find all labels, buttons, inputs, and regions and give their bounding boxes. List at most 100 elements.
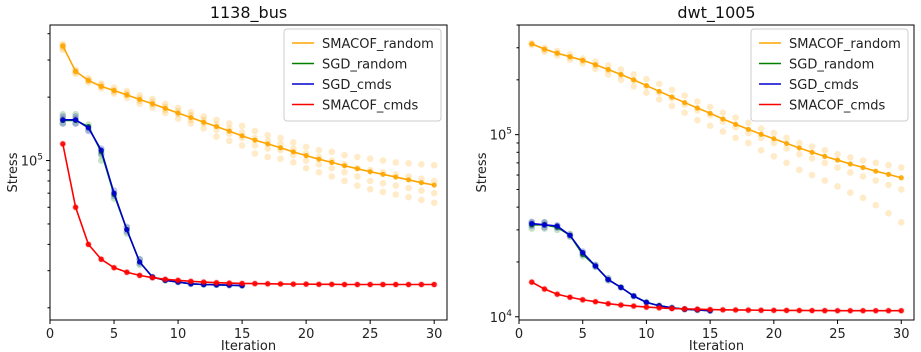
run-point-smacof-random [290, 159, 297, 166]
run-point-smacof-random [846, 154, 854, 161]
series-smacof-cmds [528, 278, 905, 314]
legend-label-smacof-random: SMACOF_random [322, 37, 434, 52]
run-point-smacof-random [213, 116, 220, 124]
run-point-smacof-random [405, 193, 412, 201]
run-point-smacof-random [379, 179, 387, 187]
data-point-smacof-random [694, 105, 700, 111]
legend-label-smacof-cmds: SMACOF_cmds [322, 99, 418, 114]
run-point-smacof-random [732, 134, 739, 142]
run-point-smacof-random [796, 139, 803, 147]
data-point-smacof-cmds [847, 308, 853, 314]
plot-area [528, 39, 905, 314]
data-point-smacof-cmds [682, 306, 688, 312]
data-point-smacof-random [111, 87, 117, 94]
run-point-smacof-random [264, 153, 272, 161]
data-point-sgd-cmds [643, 299, 650, 305]
run-point-smacof-random [341, 151, 348, 159]
run-point-smacof-random [694, 116, 701, 124]
run-point-smacof-random [328, 173, 336, 180]
series-sgd-random [528, 219, 714, 314]
series-line-sgd-random [531, 223, 711, 312]
data-point-sgd-cmds [124, 227, 130, 233]
run-point-smacof-random [770, 129, 778, 137]
y-tick-label: 105 [490, 127, 512, 144]
data-point-sgd-cmds [592, 263, 599, 269]
run-point-smacof-random [354, 182, 361, 189]
chart-panel-dwt-1005: 0 5 10 15 20 25 30 104 105 dwt_1005 Iteration Stres… [475, 3, 915, 352]
x-tick-label: 25 [362, 327, 379, 342]
data-point-smacof-cmds [226, 280, 232, 286]
data-point-smacof-cmds [758, 307, 764, 313]
data-point-smacof-cmds [201, 279, 207, 285]
data-point-smacof-cmds [707, 306, 713, 313]
data-point-smacof-cmds [367, 281, 373, 288]
x-tick-label: 25 [829, 327, 846, 342]
series-line-sgd-cmds [62, 119, 243, 287]
run-point-smacof-random [745, 129, 752, 137]
data-point-smacof-random [354, 166, 360, 172]
run-point-smacof-random [783, 134, 790, 142]
data-point-smacof-random [605, 66, 611, 73]
data-point-smacof-cmds [111, 265, 117, 271]
run-point-smacof-random [405, 160, 412, 167]
x-tick-label: 15 [702, 327, 719, 342]
run-point-smacof-random [859, 157, 867, 164]
run-point-smacof-random [315, 160, 323, 168]
plot-area [59, 40, 438, 289]
data-point-smacof-random [720, 116, 726, 122]
data-point-smacof-cmds [605, 301, 611, 307]
x-tick-label: 0 [46, 327, 54, 342]
data-point-smacof-cmds [822, 308, 828, 314]
data-point-smacof-random [213, 123, 220, 130]
run-point-smacof-random [885, 161, 892, 169]
data-point-smacof-cmds [631, 303, 637, 309]
data-point-smacof-cmds [60, 141, 66, 147]
run-point-smacof-random [630, 83, 637, 90]
run-point-smacof-random [277, 155, 284, 163]
data-point-smacof-cmds [431, 281, 437, 288]
data-point-smacof-cmds [643, 304, 650, 310]
data-point-sgd-cmds [85, 125, 92, 131]
data-point-smacof-cmds [341, 281, 348, 288]
data-point-smacof-random [149, 101, 156, 107]
series-line-sgd-random [62, 119, 243, 287]
data-point-smacof-random [405, 177, 412, 183]
data-point-smacof-random [316, 156, 322, 162]
run-point-smacof-random [379, 188, 387, 196]
data-point-smacof-cmds [771, 307, 777, 313]
run-point-smacof-random [238, 142, 246, 149]
y-axis-label: Stress [6, 152, 21, 192]
data-point-smacof-random [188, 114, 194, 121]
run-point-smacof-random [225, 137, 233, 145]
data-point-smacof-cmds [733, 307, 739, 313]
run-point-smacof-random [821, 147, 829, 154]
legend-label-smacof-cmds: SMACOF_cmds [789, 99, 885, 114]
run-point-smacof-random [655, 80, 663, 88]
legend-label-smacof-random: SMACOF_random [789, 37, 901, 52]
data-point-sgd-cmds [605, 276, 611, 283]
data-point-smacof-cmds [380, 281, 386, 288]
run-point-smacof-random [290, 139, 297, 146]
data-point-smacof-cmds [405, 281, 412, 288]
x-tick-label: 15 [234, 327, 251, 342]
run-point-smacof-random [174, 115, 182, 122]
run-point-sgd-random [528, 225, 536, 232]
run-point-smacof-random [834, 183, 841, 190]
data-point-smacof-random [98, 83, 104, 89]
run-point-smacof-random [225, 120, 233, 127]
data-point-smacof-cmds [175, 277, 181, 283]
legend-frame [283, 28, 442, 122]
data-point-smacof-random [669, 94, 675, 100]
run-point-smacof-random [872, 159, 880, 167]
data-point-smacof-random [290, 149, 296, 155]
data-point-smacof-cmds [303, 281, 309, 287]
run-point-smacof-random [149, 95, 156, 103]
run-point-smacof-random [757, 147, 765, 154]
run-point-smacof-random [251, 150, 259, 157]
run-point-smacof-random [251, 127, 259, 135]
series-line-smacof-cmds [62, 143, 435, 286]
run-point-smacof-random [834, 164, 841, 171]
run-point-smacof-random [161, 109, 169, 117]
y-tick-label: 105 [21, 153, 43, 170]
